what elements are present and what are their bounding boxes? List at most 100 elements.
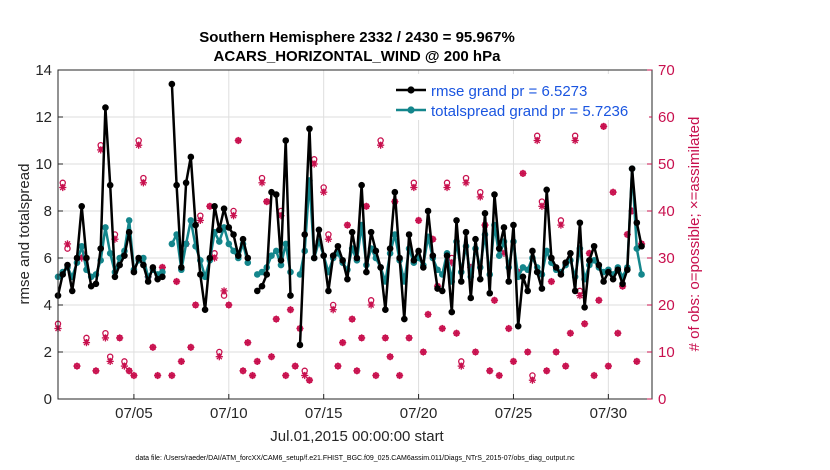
rmse-point [457,278,465,285]
obs-assimilated-point [324,235,333,243]
obs-assimilated-point [253,357,261,365]
obs-assimilated-stroke [311,161,318,167]
obs-assimilated-point [135,141,143,149]
obs-assimilated-point [538,202,546,210]
obs-assimilated-stroke [263,198,270,205]
obs-assimilated-stroke [591,372,598,379]
legend: rmse grand pr = 6.5273 totalspread grand… [391,74,649,120]
obs-assimilated-stroke [244,339,251,346]
obs-assimilated-point [358,334,366,342]
obs-assimilated-point [490,296,499,304]
obs-assimilated-point [543,367,551,375]
x-axis-label: Jul.01,2015 00:00:00 start [270,428,444,445]
obs-assimilated-stroke [553,349,560,355]
obs-assimilated-stroke [562,363,569,370]
rmse-point [372,247,380,255]
obs-assimilated-stroke [249,372,256,379]
obs-assimilated-stroke [368,302,375,308]
rmse-point [211,203,218,210]
obs-assimilated-stroke [510,358,517,365]
obs-assimilated-stroke [149,344,156,351]
rmse-point [491,191,498,198]
spread-point [244,259,252,267]
obs-assimilated-point [282,371,290,380]
obs-assimilated-point [139,179,147,187]
legend-spread-label: totalspread grand pr = 5.7236 [431,103,628,120]
obs-assimilated-stroke [339,339,346,346]
y-right-tick-label: 20 [658,297,675,314]
rmse-point [472,235,479,243]
series-lines [54,80,645,349]
spread-point [216,238,223,245]
rmse-point [263,271,271,278]
obs-assimilated-point [320,188,328,196]
obs-assimilated-point [495,371,503,380]
obs-assimilated-point [149,343,157,351]
rmse-point [106,181,114,189]
obs-assimilated-stroke [610,189,617,196]
obs-assimilated-stroke [92,367,99,374]
obs-assimilated-point [234,136,242,145]
obs-assimilated-point [225,301,233,309]
obs-assimilated-point [581,320,589,328]
obs-assimilated-stroke [334,363,341,370]
y-left-tick-label: 12 [35,109,52,126]
obs-assimilated-stroke [154,372,161,379]
rmse-point [244,254,252,262]
obs-assimilated-stroke [534,137,541,144]
obs-assimilated-point [443,183,451,192]
rmse-point [253,287,261,295]
obs-assimilated-stroke [406,334,413,341]
obs-assimilated-point [524,348,532,356]
obs-assimilated-point [419,348,427,356]
spread-point [296,271,304,278]
obs-assimilated-point [272,315,280,323]
obs-assimilated-point [590,371,598,380]
obs-assimilated-stroke [491,297,498,304]
rmse-point [443,252,451,259]
obs-assimilated-stroke [178,358,185,365]
obs-assimilated-point [395,371,404,380]
obs-assimilated-point [509,357,518,365]
obs-assimilated-point [462,179,470,187]
chart-title-line1: Southern Hemisphere 2332 / 2430 = 95.967… [199,29,515,46]
obs-assimilated-stroke [206,203,213,210]
obs-assimilated-stroke [486,367,493,374]
rmse-point [310,254,318,262]
legend-box [391,74,649,120]
y-left-tick-label: 2 [44,344,52,361]
rmse-point [377,264,384,271]
obs-assimilated-point [73,362,81,370]
obs-assimilated-stroke [472,349,479,355]
rmse-point [401,315,408,323]
obs-assimilated-point [633,357,641,365]
spread-point [268,252,275,259]
obs-assimilated-stroke [439,325,446,332]
rmse-point [92,280,100,288]
obs-assimilated-point [101,334,110,342]
spread-point [159,268,166,276]
rmse-point [334,242,342,250]
obs-assimilated-stroke [292,363,299,370]
plot-frame [57,69,653,400]
obs-assimilated-point [82,339,91,347]
rmse-point [453,217,460,224]
axis-ticks: 07/05 07/10 07/15 07/20 07/25 07/30 0 2 4 6 8 10 12 1… [35,62,674,422]
obs-assimilated-stroke [387,353,394,360]
spread-point [391,231,399,238]
obs-assimilated-stroke [97,146,104,153]
rmse-point [600,278,607,285]
obs-assimilated-stroke [463,179,469,186]
rmse-point [571,287,579,295]
rmse-point [296,341,304,349]
rmse-point [529,247,536,255]
rmse-point [64,261,71,269]
obs-assimilated-point [130,371,138,380]
obs-assimilated-point [334,362,342,370]
rmse-point [348,228,356,236]
rmse-point [353,254,361,262]
rmse-point [187,153,195,161]
obs-assimilated-stroke [168,372,175,379]
rmse-point [415,247,422,255]
obs-assimilated-stroke [159,264,166,271]
